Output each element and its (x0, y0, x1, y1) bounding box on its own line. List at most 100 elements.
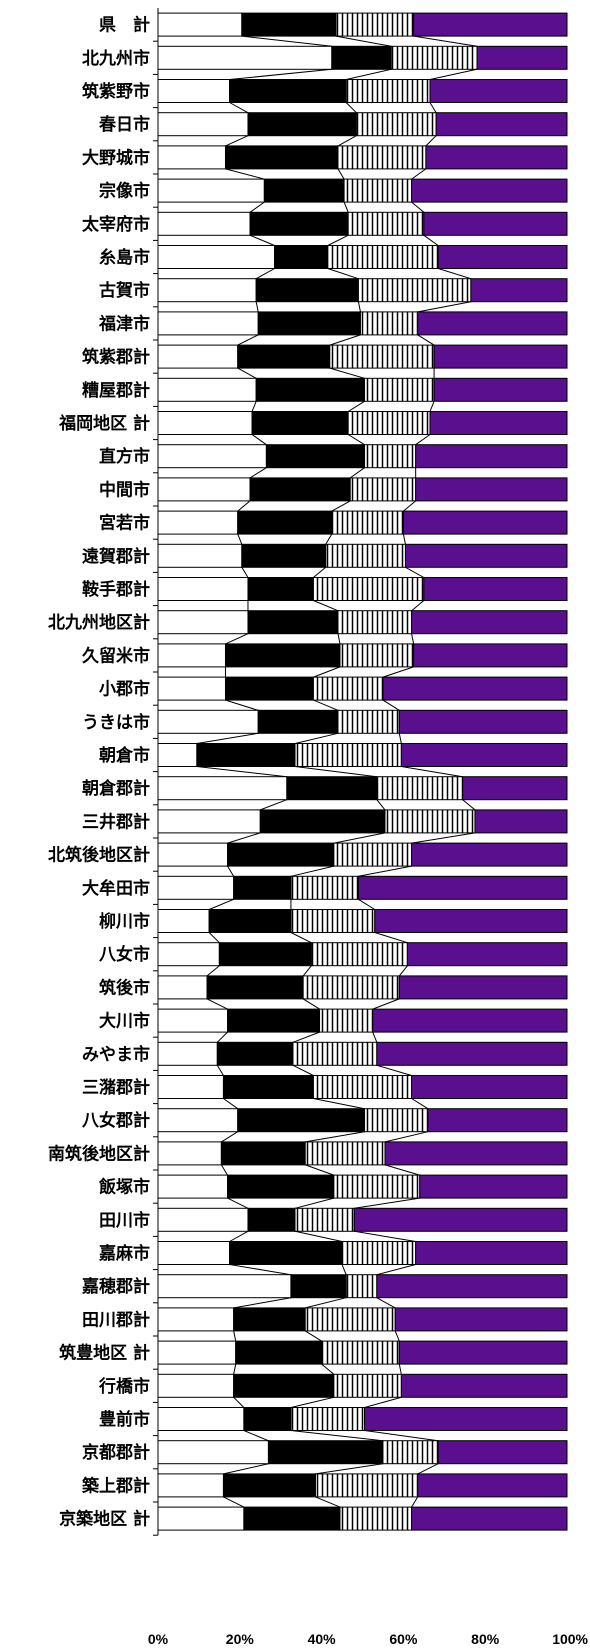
connector-line (337, 135, 357, 147)
connector-line (229, 102, 249, 114)
bar-segment-1-row-36 (157, 1174, 229, 1199)
bar-segment-2-row-27 (233, 875, 292, 900)
bar-segment-4-row-26 (411, 842, 568, 867)
bar-segment-4-row-33 (411, 1075, 568, 1099)
connector-line (384, 1164, 420, 1176)
bar-segment-1-row-16 (157, 510, 239, 535)
bar-segment-3-row-11 (329, 344, 435, 369)
bar-segment-4-row-41 (398, 1340, 568, 1365)
bar-segment-2-row-18 (247, 577, 314, 601)
bar-segment-4-row-32 (376, 1041, 568, 1066)
connector-line (376, 1297, 396, 1309)
bar-segment-1-row-40 (157, 1307, 235, 1332)
category-label: 筑紫野市 (82, 81, 150, 102)
connector-line (405, 566, 425, 578)
connector-line (294, 1230, 343, 1242)
bar-segment-1-row-1 (157, 12, 243, 37)
connector-line (313, 1098, 365, 1110)
category-label: 築上郡計 (81, 1475, 150, 1496)
bars-group (157, 12, 568, 1531)
connector-line (347, 400, 365, 412)
bar-segment-1-row-42 (157, 1373, 235, 1398)
connector-line (305, 1297, 347, 1309)
bar-segment-3-row-23 (294, 743, 402, 767)
bar-segment-1-row-17 (157, 543, 243, 568)
bar-segment-3-row-8 (327, 245, 439, 269)
bar-segment-4-row-9 (470, 278, 568, 303)
bar-segment-2-row-33 (222, 1075, 314, 1099)
connector-line (357, 301, 361, 312)
bar-segment-2-row-1 (241, 12, 337, 37)
bar-segment-3-row-9 (357, 278, 472, 303)
connector-line (237, 500, 251, 512)
bar-segment-3-row-4 (355, 112, 437, 137)
category-labels: 県 計北九州市筑紫野市春日市大野城市宗像市太宰府市糸島市古賀市福津市筑紫郡計糟屋… (48, 15, 150, 1530)
bar-segment-3-row-35 (304, 1141, 386, 1166)
bar-segment-2-row-30 (206, 975, 304, 1000)
bar-segment-4-row-31 (372, 1008, 568, 1033)
connector-line (411, 1496, 419, 1508)
bar-segment-1-row-31 (157, 1008, 229, 1033)
connector-line (223, 1496, 245, 1508)
connector-line (364, 1396, 402, 1408)
category-label: 筑紫郡計 (82, 347, 150, 368)
bar-segment-1-row-13 (157, 411, 253, 435)
connector-line (315, 1463, 384, 1475)
category-label: 鞍手郡計 (82, 579, 150, 600)
connector-line (364, 1430, 439, 1442)
category-label: 八女郡計 (82, 1110, 150, 1131)
bar-segment-4-row-6 (411, 178, 568, 203)
connector-line (237, 533, 243, 545)
bar-segment-3-row-3 (345, 79, 431, 103)
category-label: 太宰府市 (82, 214, 150, 235)
connector-line (376, 799, 386, 811)
connector-line (374, 932, 408, 944)
bar-segment-1-row-22 (157, 709, 259, 734)
connector-line (225, 699, 259, 711)
bar-segment-4-row-39 (376, 1274, 568, 1299)
bar-segment-2-row-11 (237, 344, 331, 369)
category-axis (153, 8, 159, 1536)
x-tick-label: 40% (308, 1631, 337, 1647)
category-label: 嘉麻市 (98, 1243, 150, 1264)
connector-line (305, 1164, 335, 1176)
category-label: 福岡地区 計 (58, 413, 150, 434)
category-label: 県 計 (99, 15, 150, 36)
connector-line (337, 168, 345, 180)
bar-segment-2-row-37 (247, 1207, 296, 1232)
connector-line (354, 1197, 420, 1209)
connector-line (220, 1164, 228, 1176)
bar-segment-4-row-37 (353, 1207, 568, 1232)
category-label: 北九州地区計 (48, 612, 150, 633)
connector-line (241, 567, 249, 578)
bar-segment-3-row-17 (325, 543, 406, 568)
category-label: 朝倉市 (99, 745, 150, 766)
connector-line (384, 1131, 429, 1143)
connector-line (260, 799, 288, 811)
connector-line (349, 467, 365, 479)
category-label: 春日市 (99, 114, 150, 135)
bar-segment-2-row-8 (274, 245, 329, 269)
bar-segment-4-row-19 (411, 610, 568, 635)
connector-line (429, 68, 478, 80)
connector-line (327, 234, 349, 246)
connector-line (429, 401, 435, 412)
connector-line (347, 434, 365, 446)
category-label: 北筑後地区計 (48, 845, 150, 866)
bar-segment-3-row-34 (364, 1108, 429, 1133)
bar-segment-1-row-27 (157, 875, 235, 900)
bar-segment-3-row-2 (390, 45, 478, 70)
bar-segment-2-row-25 (259, 809, 386, 834)
connector-line (331, 500, 351, 512)
bar-segment-3-row-1 (335, 12, 415, 37)
bar-segment-2-row-38 (229, 1241, 343, 1265)
connector-line (302, 965, 312, 977)
bar-segment-4-row-7 (423, 211, 568, 236)
bar-segment-1-row-41 (157, 1340, 237, 1365)
bar-segment-4-row-27 (357, 875, 568, 900)
bar-segment-2-row-19 (247, 610, 339, 635)
bar-segment-1-row-2 (157, 45, 333, 70)
bar-segment-1-row-3 (157, 79, 231, 103)
bar-segment-1-row-23 (157, 743, 198, 767)
